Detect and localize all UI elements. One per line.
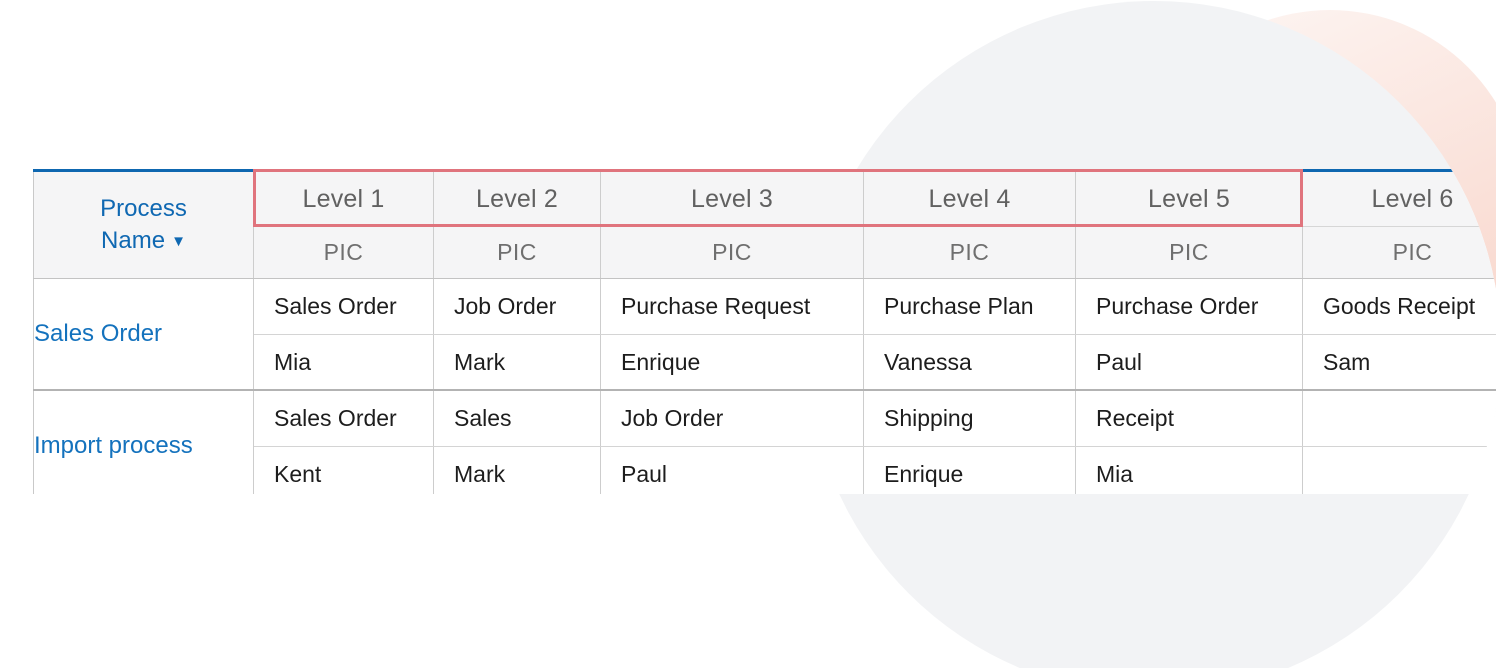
- level-cell: [1303, 390, 1496, 447]
- level-cell: Job Order: [434, 279, 601, 335]
- pic-cell: Mark: [434, 335, 601, 391]
- pic-header: PIC: [1303, 227, 1496, 279]
- process-link-import-process[interactable]: Import process: [34, 390, 254, 502]
- level-1-header: Level 1: [254, 171, 434, 227]
- level-2-header: Level 2: [434, 171, 601, 227]
- level-cell: Purchase Plan: [864, 279, 1076, 335]
- process-level-table: Process Name ▼ Level 1 Level 2 Level 3 Le…: [33, 169, 1496, 502]
- pic-cell: Paul: [1076, 335, 1303, 391]
- level-cell: Shipping: [864, 390, 1076, 447]
- pic-header: PIC: [601, 227, 864, 279]
- pic-header-row: PIC PIC PIC PIC PIC PIC: [34, 227, 1496, 279]
- pic-header: PIC: [864, 227, 1076, 279]
- pic-cell: Mark: [434, 447, 601, 502]
- table-row-sales-order-levels: Sales Order Sales Order Job Order Purcha…: [34, 279, 1496, 335]
- pic-cell: Mia: [254, 335, 434, 391]
- sort-descending-icon[interactable]: ▼: [171, 233, 186, 250]
- level-3-header: Level 3: [601, 171, 864, 227]
- level-cell: Receipt: [1076, 390, 1303, 447]
- process-link-sales-order[interactable]: Sales Order: [34, 279, 254, 391]
- table-row-import-process-pics: Kent Mark Paul Enrique Mia: [34, 447, 1496, 502]
- pic-cell: Mia: [1076, 447, 1303, 502]
- level-cell: Sales: [434, 390, 601, 447]
- pic-cell: Enrique: [601, 335, 864, 391]
- pic-cell: Paul: [601, 447, 864, 502]
- process-level-table-wrap: Process Name ▼ Level 1 Level 2 Level 3 Le…: [33, 169, 1496, 502]
- process-name-line1: Process: [100, 194, 187, 222]
- pic-header: PIC: [1076, 227, 1303, 279]
- pic-header: PIC: [434, 227, 601, 279]
- level-6-header: Level 6: [1303, 171, 1496, 227]
- table-row-import-process-levels: Import process Sales Order Sales Job Ord…: [34, 390, 1496, 447]
- pic-cell: Enrique: [864, 447, 1076, 502]
- pic-cell: Vanessa: [864, 335, 1076, 391]
- level-header-row: Process Name ▼ Level 1 Level 2 Level 3 Le…: [34, 171, 1496, 227]
- level-cell: Goods Receipt: [1303, 279, 1496, 335]
- level-cell: Sales Order: [254, 279, 434, 335]
- table-row-sales-order-pics: Mia Mark Enrique Vanessa Paul Sam: [34, 335, 1496, 391]
- pic-header: PIC: [254, 227, 434, 279]
- pic-cell: Sam: [1303, 335, 1496, 391]
- level-5-header: Level 5: [1076, 171, 1303, 227]
- level-cell: Purchase Request: [601, 279, 864, 335]
- level-4-header: Level 4: [864, 171, 1076, 227]
- process-name-line2: Name: [101, 227, 166, 254]
- level-cell: Job Order: [601, 390, 864, 447]
- pic-cell: [1303, 447, 1496, 502]
- process-name-header[interactable]: Process Name ▼: [34, 171, 254, 279]
- level-cell: Sales Order: [254, 390, 434, 447]
- pic-cell: Kent: [254, 447, 434, 502]
- level-cell: Purchase Order: [1076, 279, 1303, 335]
